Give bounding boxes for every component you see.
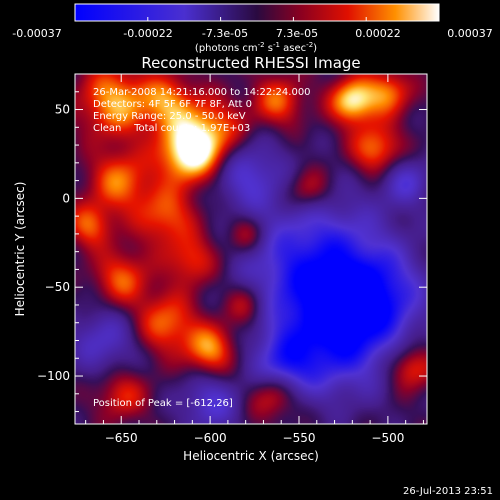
x-axis-label: Heliocentric X (arcsec): [183, 449, 319, 463]
colorbar: -0.00037 -0.00022 -7.3e-05 7.3e-05 0.000…: [12, 3, 493, 54]
colorbar-gradient: [74, 3, 440, 22]
colorbar-tick-label: 0.00037: [447, 27, 493, 40]
heatmap-image: [75, 74, 427, 424]
colorbar-tick-label: -7.3e-05: [202, 27, 248, 40]
colorbar-units: (photons cm-2 s-1 asec-2): [195, 41, 317, 54]
colorbar-tick-label: -0.00037: [12, 27, 61, 40]
colorbar-tick-label: -0.00022: [123, 27, 172, 40]
colorbar-tick-label: 0.00022: [355, 27, 401, 40]
timestamp: 26-Jul-2013 23:51: [403, 486, 493, 497]
y-axis-label: Heliocentric Y (arcsec): [13, 182, 27, 317]
colorbar-ticks: [74, 17, 440, 21]
colorbar-tick-label: 7.3e-05: [276, 27, 318, 40]
chart-title: Reconstructed RHESSI Image: [141, 54, 360, 72]
